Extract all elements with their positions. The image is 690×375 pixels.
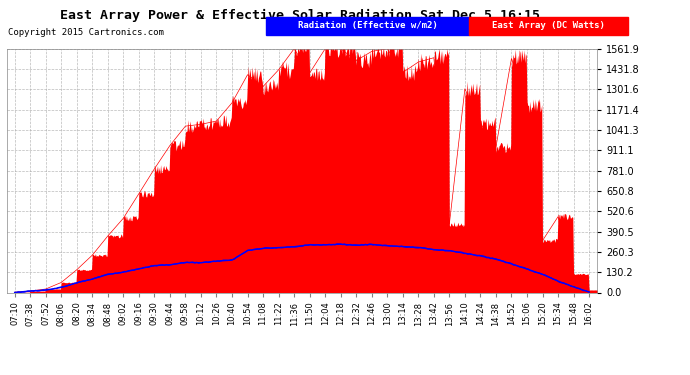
Text: Copyright 2015 Cartronics.com: Copyright 2015 Cartronics.com bbox=[8, 28, 164, 37]
Text: East Array Power & Effective Solar Radiation Sat Dec 5 16:15: East Array Power & Effective Solar Radia… bbox=[60, 9, 540, 22]
Text: East Array (DC Watts): East Array (DC Watts) bbox=[492, 21, 605, 30]
Text: Radiation (Effective w/m2): Radiation (Effective w/m2) bbox=[297, 21, 437, 30]
